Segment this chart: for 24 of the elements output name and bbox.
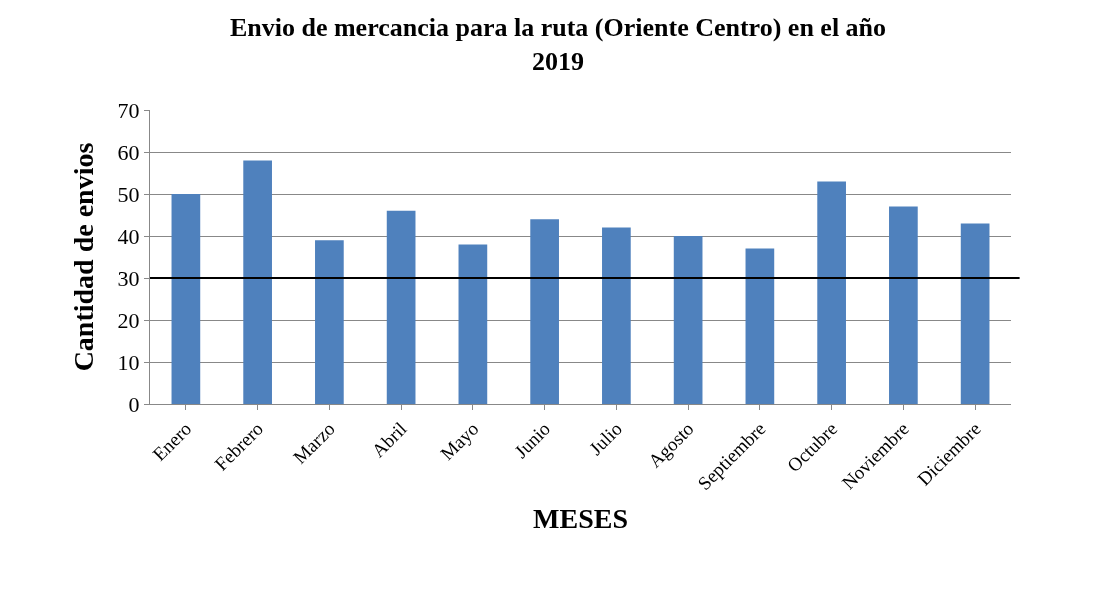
x-tick-label: Julio [584,418,626,459]
bar [530,219,559,404]
bar [673,236,703,404]
bar [602,227,631,404]
chart-title: Envio de mercancia para la ruta (Oriente Centro) en el año 2019 [229,13,887,77]
y-tick-label: 60 [117,139,140,165]
bar [745,248,775,404]
y-tick-label: 40 [117,223,140,249]
y-tick-label: 0 [128,391,140,417]
y-axis-title: Cantidad de envios [68,142,100,372]
bar [386,210,416,404]
y-tick-label: 20 [117,307,140,333]
bar [458,244,488,404]
bar [960,223,990,404]
y-tick-label: 30 [117,265,140,291]
bar [243,160,272,404]
y-tick-label: 10 [117,349,140,375]
bar [889,206,918,404]
y-tick-label: 70 [117,97,140,123]
bar [171,194,201,404]
bar [315,240,344,404]
x-axis-title: MESES [533,503,628,535]
y-tick-label: 50 [117,181,140,207]
bar [817,181,846,404]
